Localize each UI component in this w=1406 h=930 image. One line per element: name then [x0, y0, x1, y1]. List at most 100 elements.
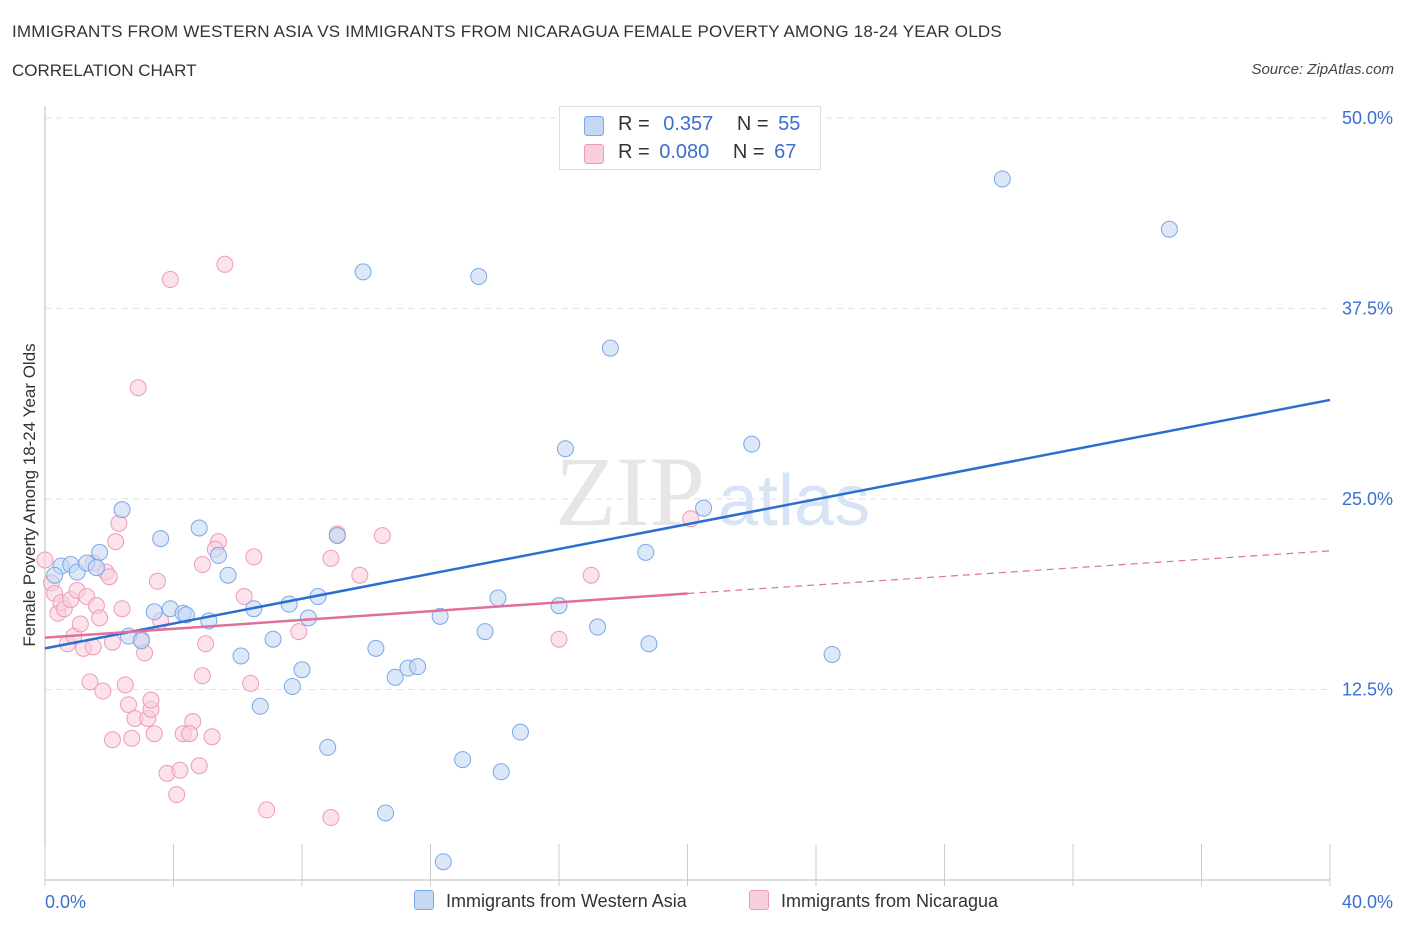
data-point-western-asia — [823, 645, 841, 663]
data-point-western-asia — [132, 632, 150, 650]
trend-lines — [44, 398, 1331, 650]
data-point-western-asia — [219, 566, 237, 584]
data-point-nicaragua — [71, 615, 89, 633]
y-tick-label: 25.0% — [1342, 489, 1393, 509]
data-point-western-asia — [87, 559, 105, 577]
data-point-nicaragua — [36, 551, 54, 569]
legend-swatch-pink — [749, 890, 769, 910]
watermark: ZIP atlas — [555, 436, 870, 547]
data-point-western-asia — [743, 435, 761, 453]
data-point-western-asia — [1160, 220, 1178, 238]
data-point-western-asia — [377, 804, 395, 822]
data-point-nicaragua — [242, 674, 260, 692]
legend-item-western-asia: Immigrants from Western Asia — [414, 890, 687, 912]
data-point-western-asia — [251, 697, 269, 715]
x-tick-label: 40.0% — [1342, 892, 1393, 912]
data-point-western-asia — [640, 635, 658, 653]
legend-label-nicaragua: Immigrants from Nicaragua — [781, 891, 999, 911]
y-tick-label: 50.0% — [1342, 108, 1393, 128]
data-point-nicaragua — [103, 731, 121, 749]
data-point-nicaragua — [373, 527, 391, 545]
data-point-nicaragua — [161, 271, 179, 289]
data-point-nicaragua — [123, 729, 141, 747]
data-point-western-asia — [637, 543, 655, 561]
data-point-nicaragua — [197, 635, 215, 653]
data-point-nicaragua — [582, 566, 600, 584]
western-asia-points — [46, 170, 1178, 871]
data-point-western-asia — [434, 853, 452, 871]
source-label: Source: ZipAtlas.com — [1251, 61, 1394, 78]
legend-n-value-nicaragua: 67 — [774, 141, 797, 163]
data-point-nicaragua — [181, 725, 199, 743]
legend-r-value-nicaragua: 0.080 — [659, 141, 710, 163]
data-point-nicaragua — [148, 572, 166, 590]
tick-labels: 12.5% 25.0% 37.5% 50.0% 0.0% 40.0% — [45, 108, 1393, 912]
data-point-western-asia — [113, 501, 131, 519]
trend-line-western-asia — [44, 398, 1331, 650]
data-point-nicaragua — [168, 786, 186, 804]
y-tick-label: 37.5% — [1342, 299, 1393, 319]
legend-n-label: N = — [736, 113, 769, 135]
data-point-nicaragua — [116, 676, 134, 694]
data-point-nicaragua — [145, 725, 163, 743]
data-point-western-asia — [209, 546, 227, 564]
data-point-western-asia — [152, 530, 170, 548]
data-point-western-asia — [190, 519, 208, 537]
data-point-nicaragua — [171, 761, 189, 779]
data-point-western-asia — [601, 339, 619, 357]
trend-line-nicaragua — [44, 592, 688, 639]
data-point-nicaragua — [245, 548, 263, 566]
data-point-western-asia — [46, 566, 64, 584]
data-point-western-asia — [431, 607, 449, 625]
data-point-western-asia — [354, 263, 372, 281]
data-point-western-asia — [299, 609, 317, 627]
watermark-zip: ZIP — [555, 436, 705, 547]
data-point-nicaragua — [351, 566, 369, 584]
data-point-nicaragua — [203, 728, 221, 746]
data-point-nicaragua — [235, 588, 253, 606]
trend-line-nicaragua-extended — [687, 550, 1331, 595]
data-point-western-asia — [232, 647, 250, 665]
legend-swatch-pink — [584, 144, 604, 164]
data-point-nicaragua — [216, 255, 234, 273]
data-point-western-asia — [492, 763, 510, 781]
data-point-western-asia — [264, 630, 282, 648]
data-point-western-asia — [556, 440, 574, 458]
data-point-western-asia — [91, 543, 109, 561]
legend-n-label: N = — [732, 141, 765, 163]
data-point-western-asia — [993, 170, 1011, 188]
legend-r-value-western-asia: 0.357 — [663, 113, 714, 135]
legend-swatch-blue — [584, 116, 604, 136]
data-point-western-asia — [280, 595, 298, 613]
data-point-nicaragua — [81, 673, 99, 691]
data-point-nicaragua — [142, 691, 160, 709]
data-point-western-asia — [367, 639, 385, 657]
watermark-atlas: atlas — [718, 461, 870, 541]
stats-legend: R = 0.357 N = 55 R = 0.080 N = 67 — [559, 106, 821, 170]
data-point-nicaragua — [113, 600, 131, 618]
data-point-western-asia — [328, 527, 346, 545]
data-point-western-asia — [386, 668, 404, 686]
data-point-western-asia — [319, 738, 337, 756]
legend-label-western-asia: Immigrants from Western Asia — [446, 891, 687, 911]
data-point-western-asia — [511, 723, 529, 741]
data-point-nicaragua — [322, 549, 340, 567]
data-point-nicaragua — [322, 809, 340, 827]
data-point-nicaragua — [190, 757, 208, 775]
data-point-nicaragua — [94, 682, 112, 700]
data-point-western-asia — [476, 623, 494, 641]
data-point-western-asia — [470, 267, 488, 285]
data-point-nicaragua — [91, 609, 109, 627]
data-point-western-asia — [550, 597, 568, 615]
data-point-nicaragua — [120, 696, 138, 714]
legend-item-nicaragua: Immigrants from Nicaragua — [749, 890, 998, 912]
nicaragua-points — [36, 255, 700, 827]
chart-title: IMMIGRANTS FROM WESTERN ASIA VS IMMIGRAN… — [12, 22, 1002, 41]
data-point-nicaragua — [107, 533, 125, 551]
data-point-nicaragua — [550, 630, 568, 648]
data-point-western-asia — [695, 499, 713, 517]
data-point-western-asia — [293, 661, 311, 679]
data-point-nicaragua — [258, 801, 276, 819]
data-point-western-asia — [145, 603, 163, 621]
